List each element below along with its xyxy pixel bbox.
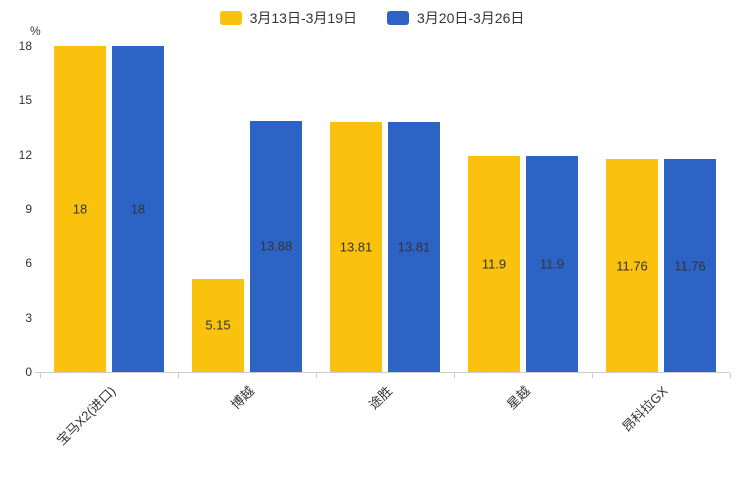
bar-week2: [250, 120, 302, 372]
x-axis-label: 昂科拉GX: [619, 383, 671, 435]
bar-value-label: 13.88: [259, 238, 293, 254]
bar-value-label: 11.76: [674, 258, 706, 273]
legend: 3月13日-3月19日 3月20日-3月26日: [0, 8, 744, 28]
x-axis-tick: [592, 373, 593, 378]
x-axis-tick: [454, 373, 455, 378]
bar-week2: [664, 159, 716, 372]
bar-week1: [54, 46, 106, 372]
x-axis-tick: [316, 373, 317, 378]
bar-week2: [526, 156, 578, 372]
x-axis-line: [35, 372, 730, 373]
bar-value-label: 13.81: [339, 239, 373, 255]
x-axis-tick: [730, 373, 731, 378]
bar-value-label: 5.15: [205, 317, 231, 333]
bar-week1: [468, 156, 520, 372]
y-tick-label: 9: [25, 202, 32, 216]
legend-swatch-week2: [387, 11, 409, 25]
legend-item-week1[interactable]: 3月13日-3月19日: [219, 8, 357, 28]
y-tick-label: 0: [25, 365, 32, 379]
x-axis-label: 途胜: [365, 383, 395, 413]
legend-label-week2: 3月20日-3月26日: [417, 10, 525, 26]
bar-week2: [388, 121, 440, 372]
y-tick-label: 15: [18, 93, 32, 108]
legend-item-week2[interactable]: 3月20日-3月26日: [387, 8, 524, 28]
x-axis-label: 博越: [227, 383, 257, 413]
bar-value-label: 11.76: [616, 258, 648, 273]
bar-week1: [606, 159, 658, 372]
bar-value-label: 11.9: [481, 256, 507, 272]
y-axis-unit-label: %: [30, 24, 41, 38]
bar-value-label: 18: [130, 201, 146, 217]
bar-week2: [112, 46, 164, 372]
bar-value-label: 18: [72, 201, 88, 217]
bar-value-label: 13.81: [397, 239, 431, 255]
x-axis-label: 宝马X2(进口): [54, 383, 119, 449]
bar-week1: [330, 121, 382, 372]
y-tick-label: 18: [18, 39, 32, 53]
bar-value-label: 11.9: [539, 256, 565, 272]
legend-swatch-week1: [219, 11, 242, 25]
x-axis-label: 星越: [503, 383, 533, 413]
y-tick-label: 12: [18, 147, 32, 162]
legend-label-week1: 3月13日-3月19日: [249, 10, 357, 26]
x-axis-tick: [40, 373, 41, 378]
bar-week1: [192, 278, 244, 372]
y-tick-label: 3: [25, 310, 32, 325]
y-tick-label: 6: [25, 256, 32, 271]
x-axis-tick: [178, 373, 179, 378]
